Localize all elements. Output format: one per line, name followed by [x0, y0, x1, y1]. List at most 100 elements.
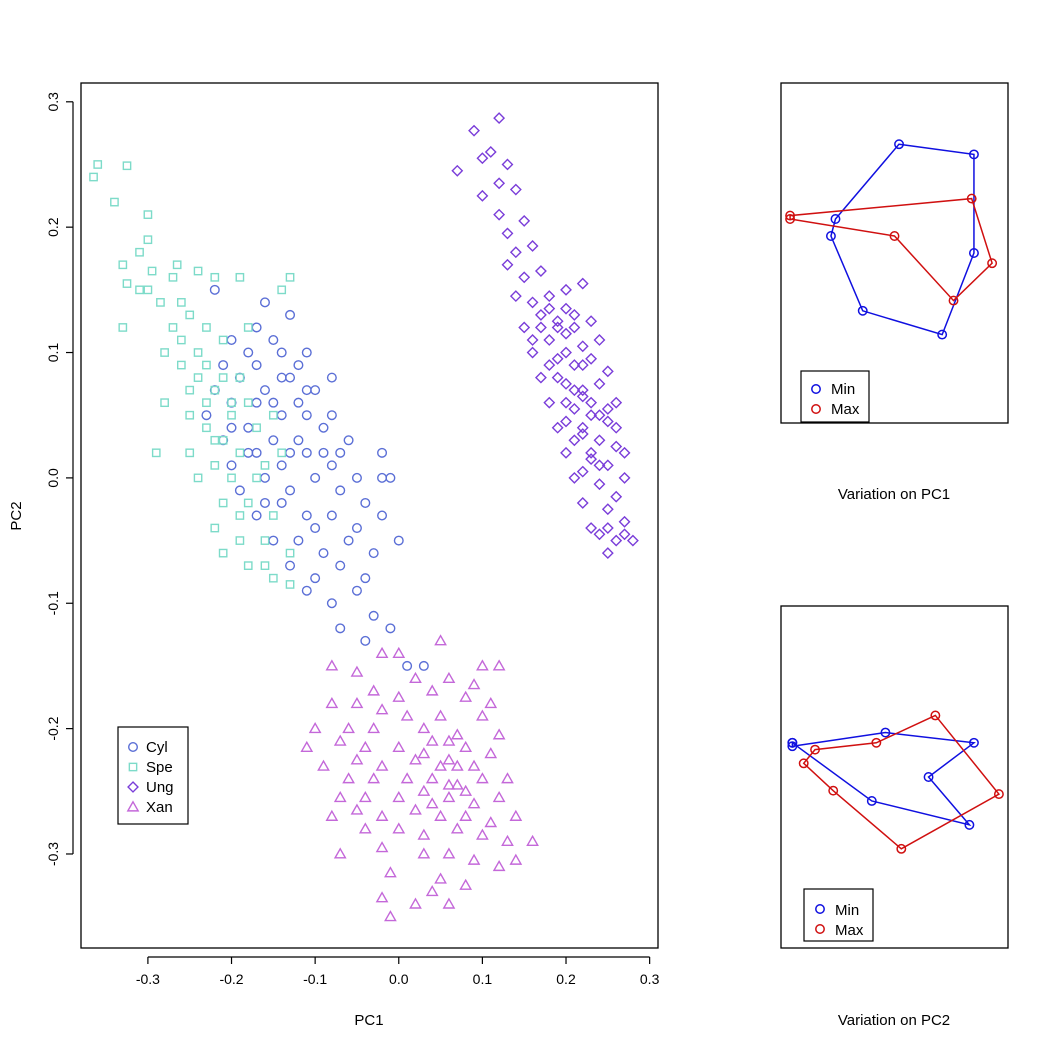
inset-pc2-legend: Min Max: [803, 888, 874, 942]
landmark-point-min: [866, 795, 877, 806]
data-point-ung: [518, 214, 531, 227]
data-point-spe: [160, 348, 169, 357]
data-point-xan: [425, 797, 439, 809]
data-point-spe: [147, 266, 157, 276]
data-point-xan: [459, 784, 473, 796]
data-point-xan: [450, 759, 464, 771]
data-point-cyl: [335, 485, 346, 496]
inset-pc1-legend-max-symbol: [811, 404, 821, 414]
data-point-ung: [576, 497, 589, 509]
data-point-ung: [610, 421, 623, 434]
data-point-ung: [560, 283, 572, 296]
data-point-cyl: [335, 623, 346, 634]
data-point-ung: [518, 321, 531, 334]
data-point-ung: [526, 334, 539, 346]
data-point-ung: [585, 352, 598, 365]
data-point-xan: [333, 847, 347, 859]
data-point-xan: [425, 885, 439, 897]
data-point-spe: [135, 247, 144, 257]
data-point-ung: [568, 384, 581, 397]
data-point-cyl: [326, 460, 337, 471]
data-point-ung: [534, 265, 547, 277]
data-point-ung: [493, 112, 506, 125]
legend-symbol-xan: [126, 800, 140, 812]
data-point-ung: [526, 296, 539, 309]
data-point-xan: [392, 740, 406, 752]
data-point-cyl: [243, 422, 254, 433]
data-point-xan: [367, 772, 381, 784]
data-point-spe: [218, 435, 228, 445]
landmark-point-max: [871, 737, 882, 748]
y-tick-label: 0.3: [45, 92, 61, 112]
inset-pc1-legend-min-label: Min: [831, 381, 855, 398]
data-point-spe: [210, 523, 220, 533]
data-point-cyl: [285, 560, 296, 571]
data-point-spe: [235, 448, 245, 458]
data-point-xan: [325, 809, 339, 821]
data-point-ung: [610, 490, 623, 503]
legend-label-cyl: Cyl: [146, 739, 168, 756]
data-point-xan: [409, 803, 422, 815]
data-point-ung: [576, 428, 589, 440]
inset-pc2-shapes: [787, 710, 1004, 854]
data-point-cyl: [268, 535, 279, 546]
data-point-ung: [526, 346, 539, 359]
data-point-spe: [118, 323, 128, 332]
data-point-ung: [568, 434, 581, 447]
x-tick-label: -0.1: [303, 971, 327, 987]
data-point-ung: [593, 528, 606, 541]
data-point-spe: [268, 511, 278, 520]
data-point-xan: [442, 753, 456, 765]
data-point-ung: [543, 290, 556, 303]
data-point-xan: [392, 822, 406, 834]
landmark-outline-max: [789, 197, 993, 302]
data-point-cyl: [377, 510, 388, 521]
data-point-spe: [193, 348, 203, 357]
data-point-ung: [493, 177, 506, 190]
data-point-ung: [509, 183, 522, 196]
data-point-cyl: [285, 309, 296, 320]
y-tick-label: 0.0: [45, 468, 61, 488]
data-point-cyl: [326, 598, 337, 609]
data-point-xan: [375, 809, 389, 821]
data-point-cyl: [385, 623, 396, 634]
landmark-outline-max: [802, 714, 1001, 850]
main-legend: Cyl Spe Ung Xan: [117, 726, 189, 825]
data-point-xan: [425, 684, 439, 696]
data-point-cyl: [343, 435, 354, 446]
data-point-spe: [285, 272, 295, 282]
data-point-ung: [601, 415, 614, 428]
data-point-ung: [560, 346, 572, 359]
data-point-cyl: [226, 334, 237, 345]
data-point-cyl: [393, 535, 404, 546]
data-point-xan: [467, 797, 481, 809]
data-point-cyl: [318, 548, 329, 559]
landmark-point-max: [889, 231, 900, 241]
data-point-spe: [143, 285, 153, 295]
data-point-cyl: [259, 497, 270, 508]
data-point-cyl: [251, 447, 262, 458]
data-point-xan: [417, 784, 431, 796]
data-point-ung: [618, 446, 631, 459]
data-point-xan: [350, 696, 364, 709]
data-point-cyl: [368, 548, 379, 559]
data-point-ung: [576, 390, 589, 403]
data-point-xan: [434, 759, 447, 771]
data-point-ung: [610, 534, 623, 547]
inset-pc2-legend-min-label: Min: [835, 902, 859, 919]
data-point-xan: [325, 696, 339, 709]
data-point-ung: [568, 308, 581, 321]
data-point-spe: [210, 435, 220, 445]
data-point-spe: [93, 160, 103, 169]
data-point-xan: [392, 646, 406, 658]
data-point-spe: [122, 161, 132, 171]
landmark-point-max: [785, 210, 796, 221]
data-point-ung: [476, 152, 489, 165]
y-tick-label: 0.1: [45, 343, 61, 363]
data-point-spe: [218, 498, 228, 508]
data-point-ung: [576, 465, 589, 478]
data-point-xan: [400, 709, 414, 721]
data-point-xan: [409, 753, 422, 765]
data-point-ung: [618, 515, 631, 528]
